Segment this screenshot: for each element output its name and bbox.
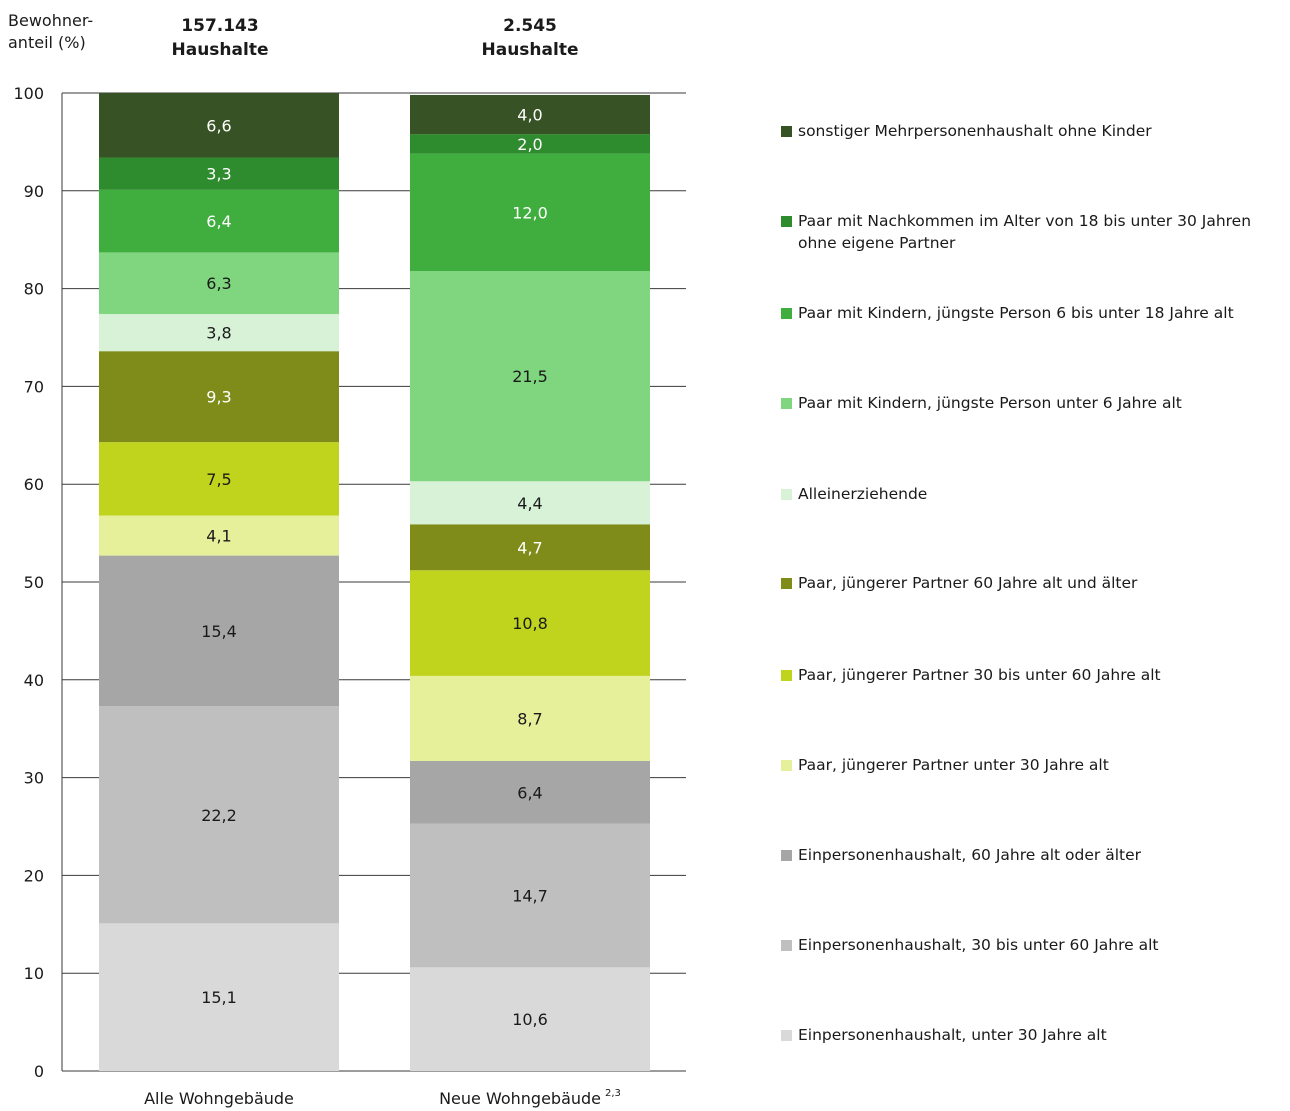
bar-segment [99, 93, 339, 158]
legend-label: Paar, jüngerer Partner unter 30 Jahre al… [798, 756, 1109, 774]
legend-label: Einpersonenhaushalt, 30 bis unter 60 Jah… [798, 936, 1159, 954]
legend-label: Einpersonenhaushalt, unter 30 Jahre alt [798, 1026, 1107, 1044]
legend-label: Paar, jüngerer Partner 60 Jahre alt und … [798, 574, 1138, 592]
bar-segment [99, 157, 339, 190]
bar-segment [99, 351, 339, 443]
legend-swatch [781, 308, 792, 319]
legend-swatch [781, 398, 792, 409]
data-label: 6,6 [206, 116, 231, 135]
legend-label: Einpersonenhaushalt, 60 Jahre alt oder ä… [798, 846, 1141, 864]
data-label: 12,0 [512, 203, 548, 222]
legend-label: sonstiger Mehrpersonenhaushalt ohne Kind… [798, 122, 1152, 140]
legend-label: Paar mit Kindern, jüngste Person 6 bis u… [798, 304, 1234, 322]
bar-segment [99, 706, 339, 924]
bar-segment [99, 923, 339, 1071]
bar-segment [99, 252, 339, 315]
data-label: 21,5 [512, 367, 548, 386]
bar2-household-count: 2.545 [503, 16, 557, 36]
bar1-header: 157.143 Haushalte [100, 14, 340, 62]
legend-swatch [781, 216, 792, 227]
data-label: 4,1 [206, 527, 231, 546]
y-tick-label: 100 [13, 84, 44, 103]
category-label: Alle Wohngebäude [144, 1089, 294, 1108]
bar-segment [410, 570, 650, 676]
y-tick-label: 30 [24, 769, 44, 788]
legend-label: Paar, jüngerer Partner 30 bis unter 60 J… [798, 666, 1161, 684]
bar-segment [410, 153, 650, 271]
y-tick-label: 90 [24, 182, 44, 201]
data-label: 3,8 [206, 324, 231, 343]
data-label: 4,4 [517, 494, 542, 513]
data-label: 15,1 [201, 988, 237, 1007]
legend-swatch [781, 126, 792, 137]
y-axis-label: Bewohner- anteil (%) [8, 11, 94, 52]
legend-swatch [781, 489, 792, 500]
data-label: 10,8 [512, 614, 548, 633]
bar-segment [410, 134, 650, 154]
bar-segment [410, 760, 650, 824]
bar1-household-label: Haushalte [171, 40, 269, 60]
bar-segment [410, 675, 650, 761]
y-tick-label: 70 [24, 377, 44, 396]
legend-label: Alleinerziehende [798, 485, 928, 503]
legend-swatch [781, 578, 792, 589]
legend-swatch [781, 670, 792, 681]
data-label: 6,3 [206, 274, 231, 293]
y-tick-label: 80 [24, 280, 44, 299]
bar-segment [99, 189, 339, 253]
data-label: 15,4 [201, 622, 237, 641]
data-label: 9,3 [206, 388, 231, 407]
y-tick-label: 40 [24, 671, 44, 690]
data-label: 10,6 [512, 1010, 548, 1029]
data-label: 4,0 [517, 106, 542, 125]
y-tick-label: 0 [34, 1062, 44, 1081]
category-label: Neue Wohngebäude 2,3 [439, 1088, 621, 1108]
bar-segment [410, 823, 650, 968]
data-label: 6,4 [517, 783, 542, 802]
legend-swatch [781, 940, 792, 951]
legend-label: Paar mit Nachkommen im Alter von 18 bis … [798, 212, 1252, 252]
bar-segment [410, 524, 650, 571]
bar-segment [410, 481, 650, 525]
bar2-header: 2.545 Haushalte [410, 14, 650, 62]
bar1-household-count: 157.143 [181, 16, 259, 36]
bar2-household-label: Haushalte [481, 40, 579, 60]
legend-swatch [781, 760, 792, 771]
data-label: 8,7 [517, 709, 542, 728]
data-label: 7,5 [206, 470, 231, 489]
y-tick-label: 10 [24, 964, 44, 983]
data-label: 3,3 [206, 165, 231, 184]
bar-segment [410, 270, 650, 482]
bar-segment [99, 314, 339, 352]
data-label: 14,7 [512, 886, 548, 905]
legend-swatch [781, 850, 792, 861]
legend-swatch [781, 1030, 792, 1041]
bar-segment [99, 442, 339, 516]
bar-segment [410, 967, 650, 1071]
data-label: 6,4 [206, 212, 231, 231]
data-label: 22,2 [201, 806, 237, 825]
data-label: 4,7 [517, 538, 542, 557]
data-label: 2,0 [517, 135, 542, 154]
bar-segment [99, 555, 339, 707]
y-tick-label: 60 [24, 475, 44, 494]
category-superscript: 2,3 [605, 1088, 621, 1099]
bar-segment [99, 515, 339, 556]
legend-label: Paar mit Kindern, jüngste Person unter 6… [798, 394, 1182, 412]
y-tick-label: 20 [24, 866, 44, 885]
bar-segment [410, 94, 650, 135]
y-tick-label: 50 [24, 573, 44, 592]
